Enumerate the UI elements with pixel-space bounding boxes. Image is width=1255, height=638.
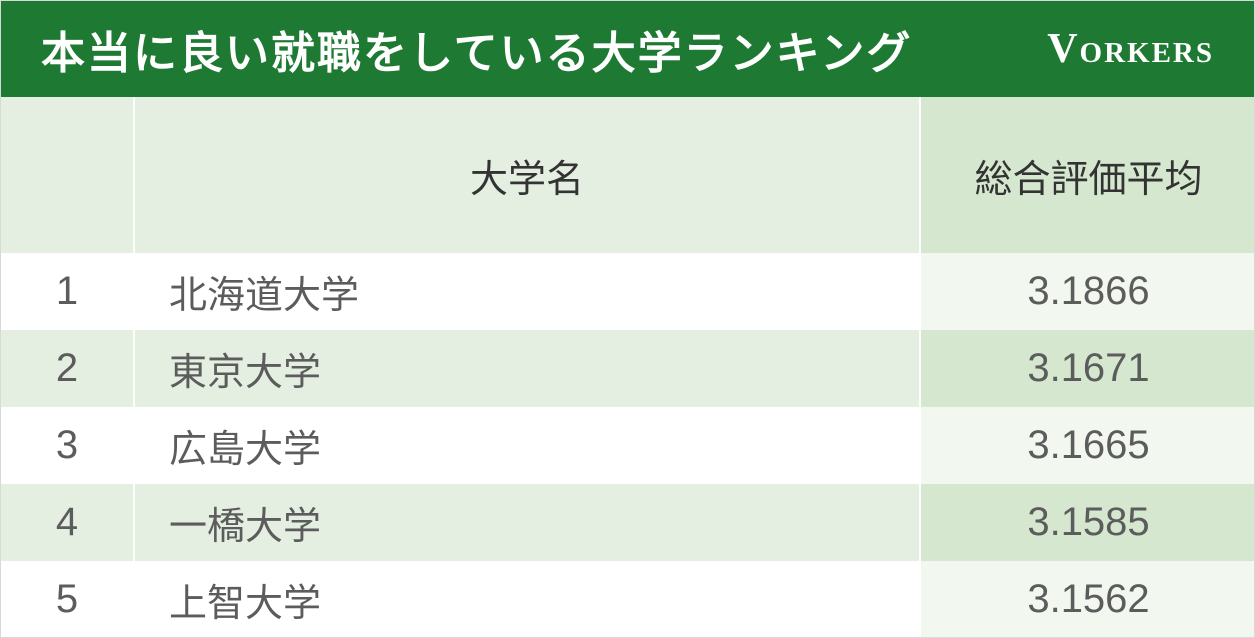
table-cell-rank: 1 [1, 253, 135, 330]
table-cell-rank: 3 [1, 407, 135, 484]
table-cell-score: 3.1562 [921, 561, 1255, 638]
ranking-title: 本当に良い就職をしている大学ランキング [41, 17, 912, 81]
table-cell-score: 3.1585 [921, 484, 1255, 561]
table-cell-score: 3.1866 [921, 253, 1255, 330]
table-cell-name: 東京大学 [135, 330, 921, 407]
table-cell-name: 広島大学 [135, 407, 921, 484]
table-cell-name: 一橋大学 [135, 484, 921, 561]
table-cell-score: 3.1671 [921, 330, 1255, 407]
col-header-score: 総合評価平均 [921, 97, 1255, 253]
col-header-name: 大学名 [135, 97, 921, 253]
brand-logo: Vorkers [1047, 25, 1214, 73]
table-cell-score: 3.1665 [921, 407, 1255, 484]
col-header-rank [1, 97, 135, 253]
ranking-table: 大学名 総合評価平均 1 北海道大学 3.1866 2 東京大学 3.1671 … [1, 97, 1254, 637]
ranking-card: 本当に良い就職をしている大学ランキング Vorkers 大学名 総合評価平均 1… [0, 0, 1255, 638]
table-cell-rank: 4 [1, 484, 135, 561]
table-cell-name: 北海道大学 [135, 253, 921, 330]
table-cell-rank: 5 [1, 561, 135, 638]
header-bar: 本当に良い就職をしている大学ランキング Vorkers [1, 1, 1254, 97]
table-cell-name: 上智大学 [135, 561, 921, 638]
table-cell-rank: 2 [1, 330, 135, 407]
